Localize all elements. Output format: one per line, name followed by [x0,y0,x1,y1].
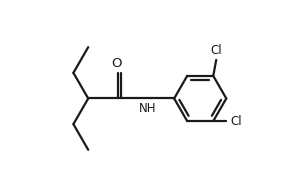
Text: O: O [111,57,121,70]
Text: NH: NH [139,102,156,115]
Text: Cl: Cl [230,115,242,128]
Text: Cl: Cl [211,44,222,57]
